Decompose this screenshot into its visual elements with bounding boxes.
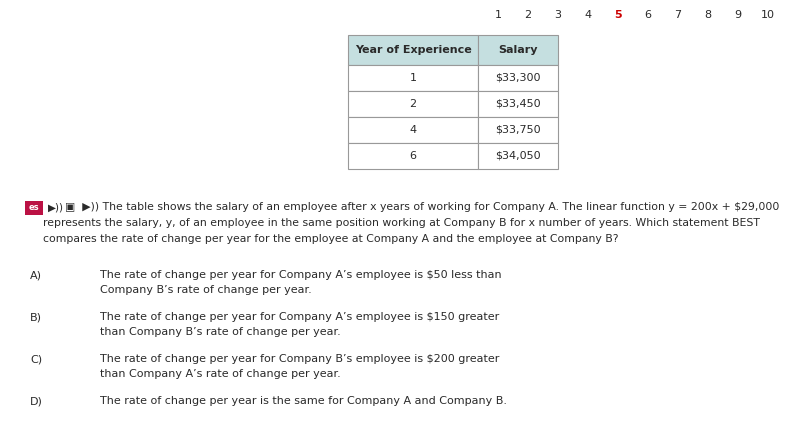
Text: 6: 6 bbox=[645, 10, 651, 20]
Bar bbox=[478, 65, 558, 91]
Bar bbox=[348, 91, 478, 117]
Text: 3: 3 bbox=[554, 10, 562, 20]
Text: than Company A’s rate of change per year.: than Company A’s rate of change per year… bbox=[100, 369, 341, 379]
Text: 9: 9 bbox=[734, 10, 742, 20]
Text: es: es bbox=[29, 204, 39, 213]
Text: Year of Experience: Year of Experience bbox=[354, 45, 471, 55]
Text: ▣  ▶)) The table shows the salary of an employee after x years of working for Co: ▣ ▶)) The table shows the salary of an e… bbox=[65, 202, 779, 212]
Text: $33,750: $33,750 bbox=[495, 125, 541, 135]
Bar bbox=[478, 143, 558, 169]
Text: C): C) bbox=[30, 354, 42, 364]
Text: represents the salary, y, of an employee in the same position working at Company: represents the salary, y, of an employee… bbox=[43, 218, 760, 228]
Text: 10: 10 bbox=[761, 10, 775, 20]
Bar bbox=[348, 35, 478, 65]
Text: A): A) bbox=[30, 270, 42, 280]
Text: $33,450: $33,450 bbox=[495, 99, 541, 109]
Text: B): B) bbox=[30, 312, 42, 322]
Text: The rate of change per year for Company B’s employee is $200 greater: The rate of change per year for Company … bbox=[100, 354, 499, 364]
Text: The rate of change per year is the same for Company A and Company B.: The rate of change per year is the same … bbox=[100, 396, 507, 406]
Text: 2: 2 bbox=[410, 99, 417, 109]
Text: D): D) bbox=[30, 396, 43, 406]
Text: Company B’s rate of change per year.: Company B’s rate of change per year. bbox=[100, 285, 312, 295]
Text: ▶)): ▶)) bbox=[48, 203, 64, 213]
Bar bbox=[478, 35, 558, 65]
Text: $33,300: $33,300 bbox=[495, 73, 541, 83]
Bar bbox=[348, 65, 478, 91]
Bar bbox=[478, 117, 558, 143]
Text: 1: 1 bbox=[410, 73, 417, 83]
Bar bbox=[25, 201, 43, 215]
Text: 4: 4 bbox=[585, 10, 591, 20]
Bar bbox=[348, 143, 478, 169]
Text: 6: 6 bbox=[410, 151, 417, 161]
Text: 7: 7 bbox=[674, 10, 682, 20]
Text: 5: 5 bbox=[614, 10, 622, 20]
Text: 4: 4 bbox=[410, 125, 417, 135]
Text: The rate of change per year for Company A’s employee is $50 less than: The rate of change per year for Company … bbox=[100, 270, 502, 280]
Bar bbox=[478, 91, 558, 117]
Text: than Company B’s rate of change per year.: than Company B’s rate of change per year… bbox=[100, 327, 341, 337]
Bar bbox=[348, 117, 478, 143]
Text: 1: 1 bbox=[494, 10, 502, 20]
Text: The rate of change per year for Company A’s employee is $150 greater: The rate of change per year for Company … bbox=[100, 312, 499, 322]
Text: $34,050: $34,050 bbox=[495, 151, 541, 161]
Text: compares the rate of change per year for the employee at Company A and the emplo: compares the rate of change per year for… bbox=[43, 234, 618, 244]
Text: 8: 8 bbox=[705, 10, 711, 20]
Text: 2: 2 bbox=[525, 10, 531, 20]
Text: Salary: Salary bbox=[498, 45, 538, 55]
